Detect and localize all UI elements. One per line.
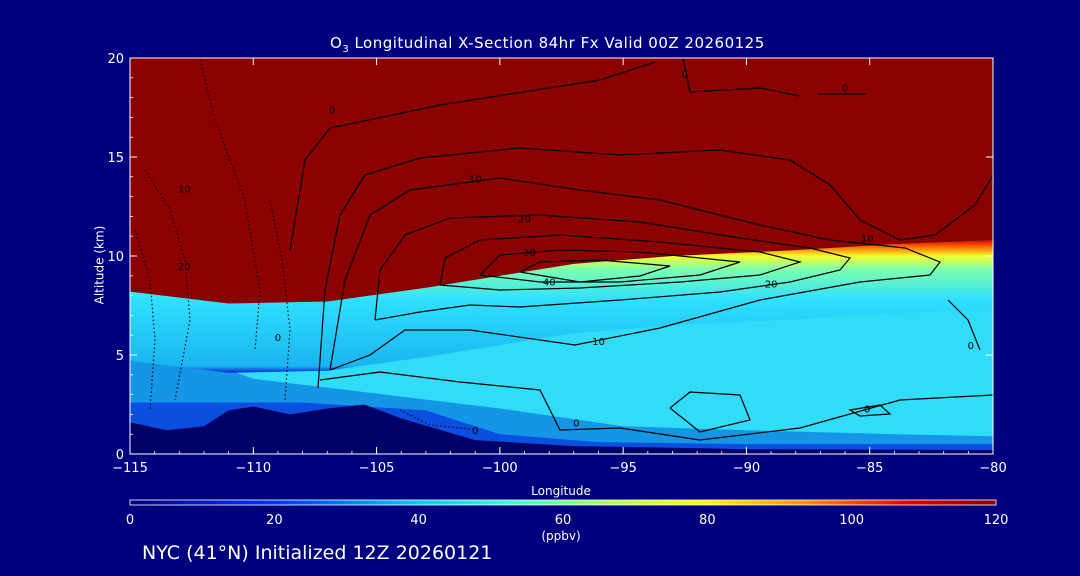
colorbar-tick-label: 80 bbox=[699, 513, 716, 528]
x-tick-label: −80 bbox=[979, 461, 1006, 476]
contour-line-35 bbox=[479, 249, 741, 283]
terrain-fill bbox=[130, 404, 993, 454]
contour-label: 0 bbox=[573, 418, 579, 429]
y-tick-label: 10 bbox=[107, 250, 124, 265]
contour-line-10-outer bbox=[317, 147, 993, 389]
contour-label: 10 bbox=[469, 175, 482, 186]
contour-label: 10 bbox=[861, 234, 874, 245]
x-tick-label: −90 bbox=[733, 461, 760, 476]
y-tick-label: 5 bbox=[116, 349, 124, 364]
x-axis-label: Longitude bbox=[531, 484, 591, 498]
contour-line-10-inner bbox=[329, 177, 941, 371]
colorbar-tick-label: 0 bbox=[126, 513, 134, 528]
x-tick-label: −85 bbox=[856, 461, 883, 476]
negative-contours bbox=[134, 59, 481, 431]
x-axis: −115 −110 −105 −100 −95 −90 −85 −80 bbox=[112, 58, 1007, 476]
y-axis: 0 5 10 15 20 bbox=[107, 52, 993, 463]
title-subscript: 3 bbox=[342, 44, 350, 55]
contour-label: 20 bbox=[765, 280, 778, 291]
contour-line-0-loop bbox=[669, 391, 751, 433]
x-tick-label: −100 bbox=[482, 461, 518, 476]
contour-line-0-lower bbox=[319, 371, 993, 441]
title-prefix: O bbox=[330, 34, 343, 52]
contour-label: 0 bbox=[472, 426, 478, 437]
contour-label: 20 bbox=[178, 262, 191, 273]
contour-label: 0 bbox=[275, 333, 281, 344]
contour-label: 0 bbox=[864, 404, 870, 415]
stratosphere-fill bbox=[130, 58, 993, 304]
colorbar-tick-label: 120 bbox=[984, 513, 1009, 528]
contour-label: 0 bbox=[968, 341, 974, 352]
colorbar-ticks: 0 20 40 60 80 100 120 bbox=[126, 513, 1009, 528]
footer-caption: NYC (41°N) Initialized 12Z 20260121 bbox=[142, 542, 493, 564]
contour-label: 10 bbox=[592, 337, 605, 348]
ozone-contours bbox=[289, 58, 993, 441]
colorbar: 0 20 40 60 80 100 120 (ppbv) bbox=[126, 499, 1009, 543]
contour-line-0-right bbox=[947, 299, 981, 351]
contour-line-0-upper bbox=[289, 61, 656, 251]
y-tick-label: 0 bbox=[116, 448, 124, 463]
tropopause-transition-band bbox=[130, 240, 993, 373]
plot-area: 0 0 0 10 20 10 20 30 40 10 20 10 0 0 0 0 0 bbox=[130, 58, 993, 454]
dotted-contour-4 bbox=[269, 199, 291, 401]
contour-line-0-small bbox=[848, 404, 892, 417]
contour-line-30 bbox=[439, 234, 803, 291]
colorbar-unit-label: (ppbv) bbox=[541, 529, 580, 543]
contour-label: 40 bbox=[543, 278, 556, 289]
colorbar-tick-label: 100 bbox=[839, 513, 864, 528]
x-tick-label: −95 bbox=[609, 461, 636, 476]
contour-label: 10 bbox=[178, 185, 191, 196]
title-text: Longitudinal X-Section 84hr Fx Valid 00Z… bbox=[349, 34, 765, 52]
x-tick-label: −110 bbox=[235, 461, 271, 476]
contour-line-20 bbox=[374, 214, 852, 321]
contour-labels: 0 0 0 10 20 10 20 30 40 10 20 10 0 0 0 0 0 bbox=[178, 70, 974, 437]
contour-label: 20 bbox=[518, 214, 531, 225]
colorbar-tick-label: 40 bbox=[410, 513, 427, 528]
y-tick-label: 20 bbox=[107, 52, 124, 67]
contour-line-0-top bbox=[682, 58, 801, 97]
y-axis-label: Altitude (km) bbox=[92, 225, 107, 305]
contour-label: 0 bbox=[682, 70, 688, 81]
colorbar-tick-label: 60 bbox=[555, 513, 572, 528]
y-tick-label: 15 bbox=[107, 151, 124, 166]
chart-title: O3 Longitudinal X-Section 84hr Fx Valid … bbox=[330, 34, 765, 55]
contour-label: 0 bbox=[842, 84, 848, 95]
contour-line-40 bbox=[519, 259, 671, 283]
contour-label: 30 bbox=[523, 248, 536, 259]
colorbar-gradient bbox=[129, 499, 997, 506]
colorbar-tick-label: 20 bbox=[266, 513, 283, 528]
dotted-contour-1 bbox=[199, 59, 261, 351]
x-tick-label: −115 bbox=[112, 461, 148, 476]
x-tick-label: −105 bbox=[359, 461, 395, 476]
contour-label: 0 bbox=[329, 105, 335, 116]
